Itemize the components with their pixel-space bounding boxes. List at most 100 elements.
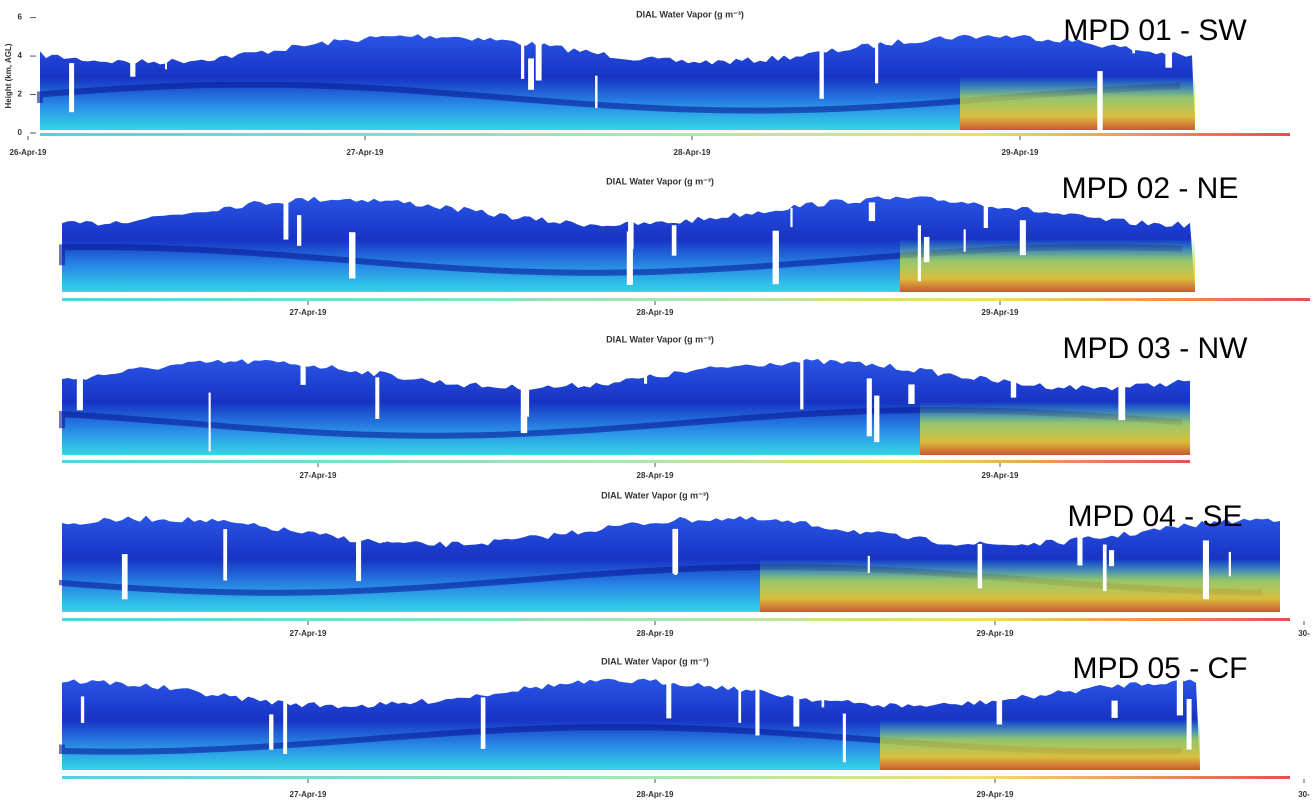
data-gap [536, 26, 542, 80]
panel-title: DIAL Water Vapor (g m⁻³) [601, 656, 709, 666]
x-tick-label: 29-Apr-19 [1002, 148, 1039, 157]
x-tick-label: 30- [1298, 790, 1310, 799]
colorbar [62, 776, 1290, 779]
colorbar [62, 298, 1310, 301]
panel-title: DIAL Water Vapor (g m⁻³) [601, 490, 709, 500]
panel: DIAL Water Vapor (g m⁻³)MPD 05 - CF27-Ap… [62, 652, 1310, 799]
x-tick-label: 29-Apr-19 [982, 471, 1019, 480]
data-gap [481, 697, 486, 749]
data-gap [301, 352, 306, 385]
data-gap [869, 202, 875, 221]
x-tick-label: 29-Apr-19 [977, 790, 1014, 799]
humid-region [900, 239, 1195, 293]
panel-title: DIAL Water Vapor (g m⁻³) [606, 334, 714, 344]
data-gap [595, 76, 597, 108]
x-tick-label: 28-Apr-19 [637, 790, 674, 799]
data-gap [375, 377, 379, 419]
data-gap [644, 354, 647, 383]
data-gap [793, 688, 799, 727]
x-tick-label: 27-Apr-19 [290, 629, 327, 638]
data-gap [349, 232, 355, 278]
x-tick-label: 29-Apr-19 [982, 308, 1019, 317]
data-gap [875, 38, 878, 84]
colorbar [40, 133, 1290, 136]
data-gap [1097, 71, 1102, 133]
data-gap [800, 361, 803, 409]
data-gap [1187, 699, 1192, 750]
data-gap [1103, 545, 1107, 592]
x-tick-label: 27-Apr-19 [347, 148, 384, 157]
data-gap [69, 63, 74, 112]
x-tick-label: 28-Apr-19 [637, 471, 674, 480]
data-gap [755, 684, 759, 735]
data-gap [297, 215, 301, 246]
data-gap [997, 672, 1003, 725]
data-gap [822, 669, 825, 707]
panel: DIAL Water Vapor (g m⁻³) MPD 01 - SW 26-Ap… [4, 9, 1290, 157]
data-gap [130, 37, 135, 77]
data-gap [492, 511, 495, 534]
data-gap [528, 58, 534, 89]
x-tick-label: 30- [1298, 629, 1310, 638]
data-gap [978, 544, 983, 588]
data-gap [1109, 550, 1114, 566]
data-gap [1112, 701, 1118, 718]
panel-title: DIAL Water Vapor (g m⁻³) [636, 9, 744, 19]
data-gap [81, 696, 84, 723]
data-gap [738, 669, 741, 723]
colorbar [62, 618, 1290, 621]
data-gap [984, 202, 988, 228]
colorbar [62, 460, 1190, 463]
data-gap [868, 556, 870, 573]
humid-region [960, 76, 1195, 130]
humid-region [760, 559, 1280, 613]
data-gap [924, 237, 930, 262]
data-gap [628, 198, 634, 249]
x-tick-label: 26-Apr-19 [10, 148, 47, 157]
data-gap [672, 529, 678, 574]
x-tick-label: 28-Apr-19 [637, 308, 674, 317]
panel: DIAL Water Vapor (g m⁻³)MPD 04 - SE27-Ap… [62, 490, 1310, 638]
data-gap [1020, 220, 1026, 255]
data-gap [773, 231, 779, 285]
y-axis-label: Height (km, AGL) [4, 43, 13, 108]
data-gap [77, 377, 83, 410]
panel-label: MPD 02 - NE [1062, 172, 1239, 205]
panel-label: MPD 05 - CF [1072, 652, 1247, 685]
data-gap [122, 554, 128, 599]
data-gap [918, 225, 921, 281]
data-gap [672, 225, 677, 256]
data-gap [964, 229, 966, 251]
y-tick-label: 6 [18, 13, 23, 22]
data-gap [1229, 552, 1231, 576]
y-tick-label: 0 [18, 128, 23, 137]
x-tick-label: 27-Apr-19 [290, 308, 327, 317]
x-tick-label: 28-Apr-19 [637, 629, 674, 638]
panel: DIAL Water Vapor (g m⁻³) MPD 02 - NE 27-Ap… [62, 172, 1310, 317]
x-tick-label: 28-Apr-19 [674, 148, 711, 157]
data-gap [1203, 540, 1209, 599]
x-tick-label: 27-Apr-19 [300, 471, 337, 480]
data-gap [356, 526, 361, 581]
panel: DIAL Water Vapor (g m⁻³)MPD 03 - NW27-Ap… [62, 332, 1248, 480]
data-gap [820, 35, 824, 99]
panel-title: DIAL Water Vapor (g m⁻³) [606, 176, 714, 186]
data-gap [63, 355, 65, 368]
humid-region [920, 402, 1190, 456]
humid-region [880, 719, 1200, 770]
data-gap [874, 396, 879, 443]
panel-label: MPD 01 - SW [1063, 14, 1247, 47]
data-gap [867, 378, 872, 436]
data-gap [384, 510, 387, 543]
data-gap [283, 698, 287, 754]
y-tick-label: 4 [18, 51, 23, 60]
data-gap [1118, 361, 1125, 420]
data-gap [908, 384, 914, 404]
data-gap [843, 714, 846, 763]
data-gap [165, 27, 167, 70]
data-gap [209, 393, 211, 452]
data-gap [1011, 363, 1016, 398]
figure: DIAL Water Vapor (g m⁻³) MPD 01 - SW 26-Ap… [0, 0, 1316, 802]
data-gap [223, 529, 227, 580]
data-gap [181, 33, 186, 52]
